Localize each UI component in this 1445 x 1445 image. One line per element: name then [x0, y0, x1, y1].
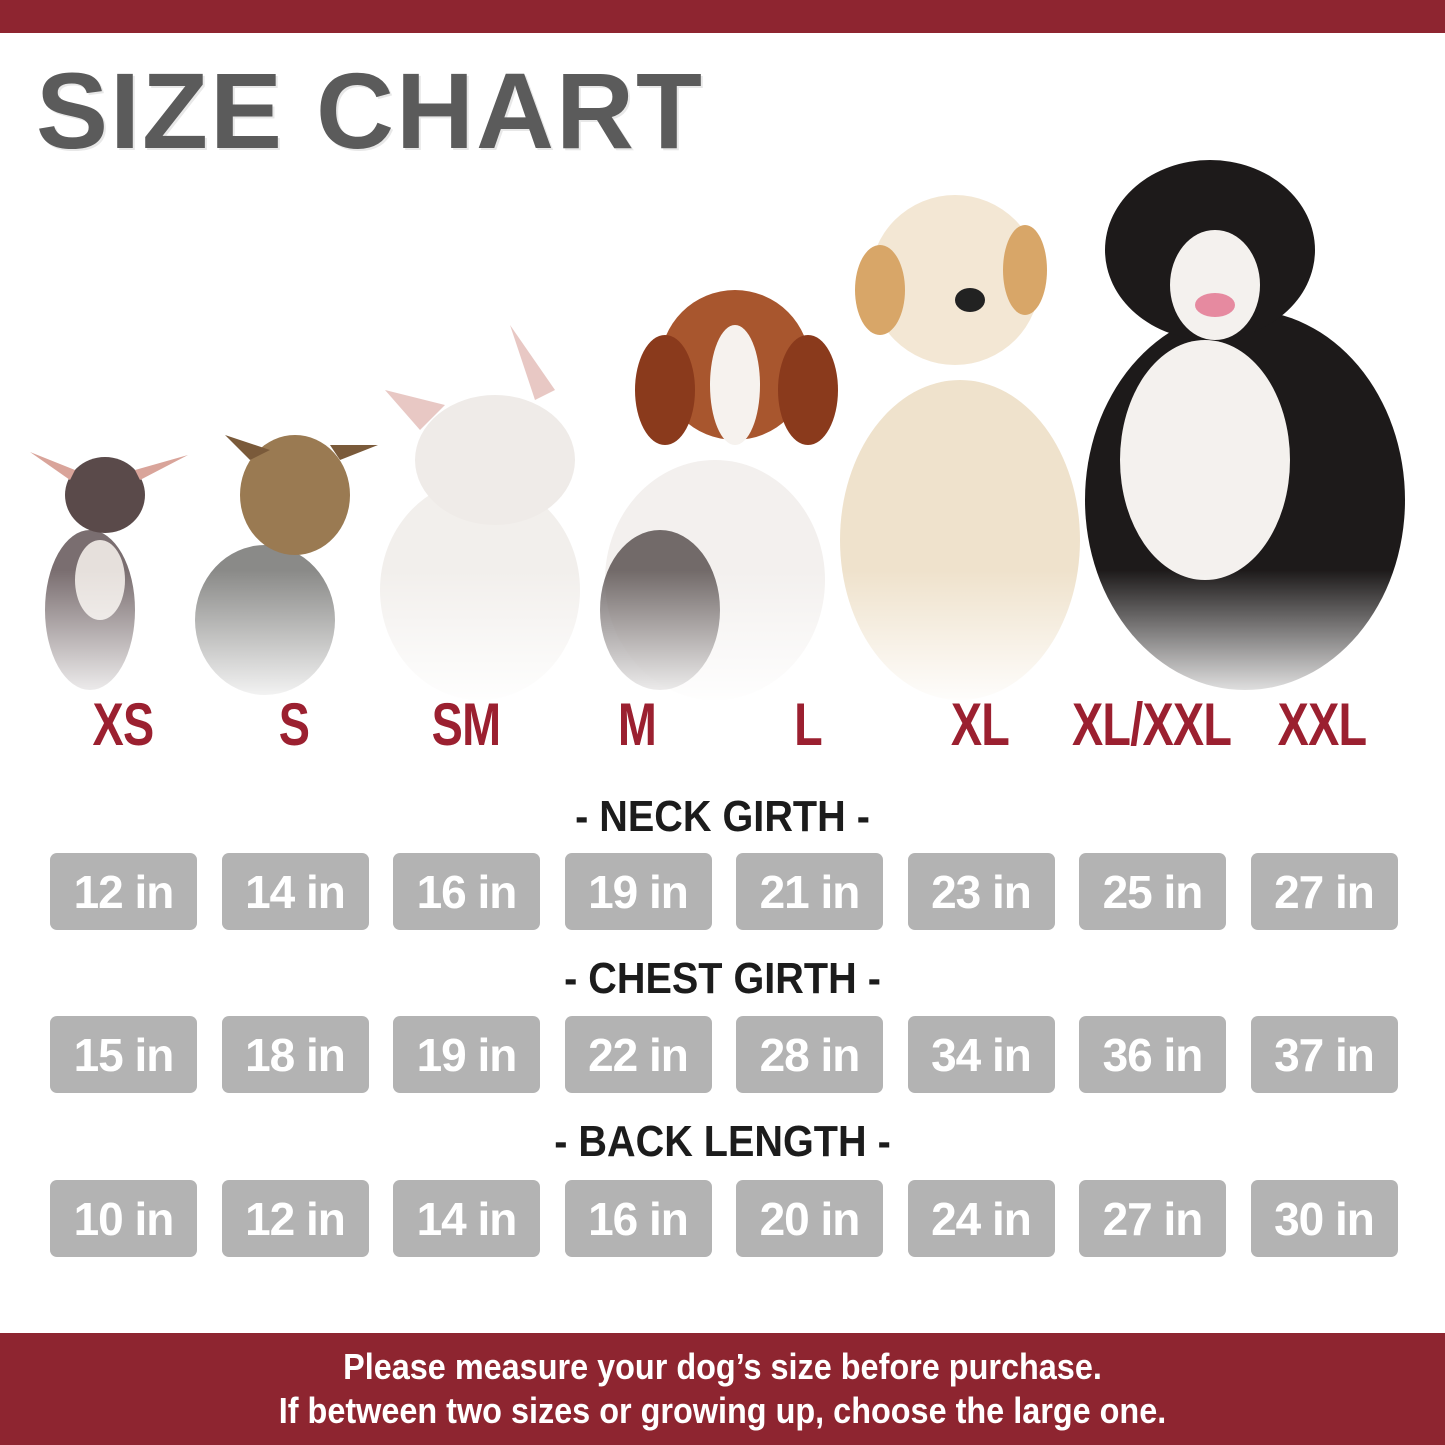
size-label: SM — [431, 691, 501, 758]
measurement-value: 21 in — [736, 853, 883, 930]
measurement-value: 18 in — [221, 1016, 369, 1093]
measurement-value: 27 in — [1250, 853, 1398, 930]
footer-line-1: Please measure your dog’s size before pu… — [343, 1346, 1102, 1387]
size-label: XL — [950, 691, 1010, 758]
measurement-heading: - CHEST GIRTH - — [564, 954, 881, 1003]
measurement-value: 36 in — [1079, 1016, 1226, 1093]
size-label: S — [278, 691, 310, 758]
measurement-value: 16 in — [564, 1180, 712, 1257]
measurement-value: 30 in — [1250, 1180, 1398, 1257]
measurement-heading: - BACK LENGTH - — [554, 1117, 891, 1166]
dogs-illustration — [0, 150, 1445, 710]
measurement-value: 28 in — [736, 1016, 883, 1093]
measurement-value: 22 in — [564, 1016, 712, 1093]
measurement-value: 19 in — [393, 1016, 540, 1093]
measurement-value: 10 in — [50, 1180, 197, 1257]
measurement-value: 23 in — [907, 853, 1055, 930]
measurement-value: 24 in — [907, 1180, 1055, 1257]
measurement-value: 19 in — [564, 853, 712, 930]
size-label: XS — [92, 691, 155, 758]
measurement-value: 34 in — [907, 1016, 1055, 1093]
size-label: L — [794, 691, 823, 758]
measurement-value: 16 in — [393, 853, 540, 930]
footer-banner: Please measure your dog’s size before pu… — [0, 1333, 1445, 1445]
top-banner — [0, 0, 1445, 33]
measurement-value: 12 in — [50, 853, 197, 930]
footer-line-2: If between two sizes or growing up, choo… — [278, 1390, 1167, 1431]
size-label: XL/XXL — [1072, 691, 1232, 758]
size-label: XXL — [1277, 691, 1367, 758]
measurement-value: 15 in — [50, 1016, 197, 1093]
measurement-heading: - NECK GIRTH - — [575, 792, 870, 841]
measurement-value: 14 in — [393, 1180, 540, 1257]
size-label: M — [617, 691, 657, 758]
measurement-value: 12 in — [221, 1180, 369, 1257]
measurement-value: 25 in — [1079, 853, 1226, 930]
measurement-value: 37 in — [1250, 1016, 1398, 1093]
measurement-value: 14 in — [221, 853, 369, 930]
measurement-value: 20 in — [736, 1180, 883, 1257]
measurement-value: 27 in — [1079, 1180, 1226, 1257]
